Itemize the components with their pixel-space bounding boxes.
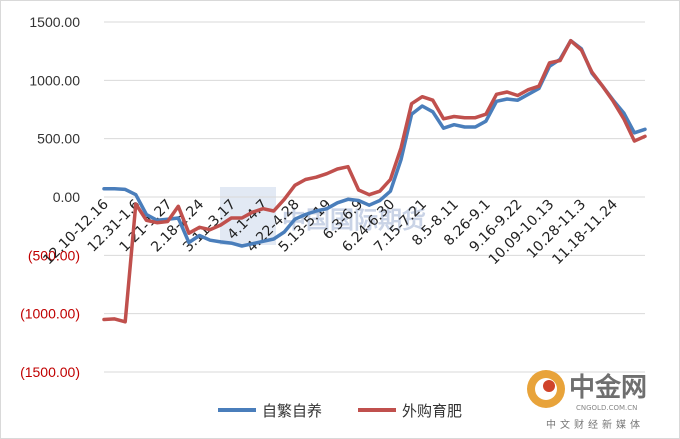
- y-tick-label: 500.00: [37, 131, 80, 147]
- logo-name: 中金网: [569, 372, 647, 403]
- series-lines: [102, 38, 647, 324]
- legend-label-series-1: 自繁自养: [262, 402, 322, 420]
- legend: 自繁自养 外购育肥: [218, 402, 462, 420]
- site-logo: 中金网 CNGOLD.COM.CN 中文财经新媒体: [527, 370, 647, 431]
- y-tick-label: (500.00): [28, 247, 80, 263]
- y-axis-labels: 1500.00 1000.00 500.00 0.00 (500.00) (1000.00…: [20, 14, 80, 380]
- gridlines: [104, 21, 645, 373]
- y-tick-label: (1000.00): [20, 306, 80, 322]
- logo-domain: CNGOLD.COM.CN: [576, 404, 637, 412]
- y-tick-label: (1500.00): [20, 364, 80, 380]
- watermark-text: 中国国际期货: [282, 206, 426, 234]
- series-line-2: [102, 38, 647, 324]
- legend-label-series-2: 外购育肥: [402, 402, 462, 420]
- y-tick-label: 1000.00: [29, 72, 80, 88]
- logo-tagline: 中文财经新媒体: [546, 418, 644, 431]
- y-tick-label: 1500.00: [29, 14, 80, 30]
- y-tick-label: 0.00: [53, 189, 80, 205]
